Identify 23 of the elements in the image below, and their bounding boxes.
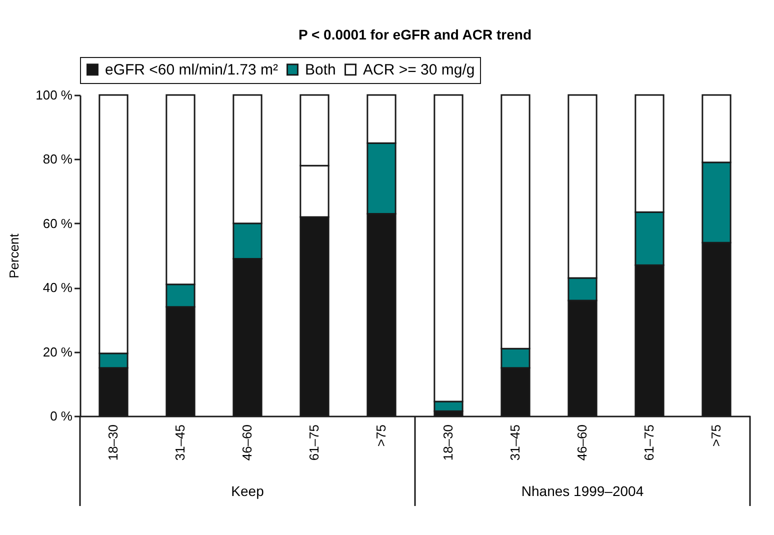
legend-label: eGFR <60 ml/min/1.73 m² xyxy=(105,62,278,79)
legend-label: ACR >= 30 mg/g xyxy=(363,62,475,79)
x-tick-label: 61–75 xyxy=(642,424,656,461)
y-tick-label: 20 % xyxy=(42,344,73,360)
x-tick-label: 46–60 xyxy=(574,424,590,461)
x-tick-label: 18–30 xyxy=(440,424,456,461)
y-tick-label: 60 % xyxy=(42,216,73,231)
x-tick-label: >75 xyxy=(708,424,724,447)
text: Nhanes 1999–2004 xyxy=(521,483,644,499)
x-tick-label: 61–75 xyxy=(306,424,322,461)
x-tick-label: 31–45 xyxy=(508,424,522,461)
legend-label: Both xyxy=(305,62,336,79)
chart-title: P < 0.0001 for eGFR and ACR trend xyxy=(298,26,532,42)
x-tick-label: 18–30 xyxy=(106,424,120,461)
x-tick-label: >75 xyxy=(374,424,388,447)
y-tick-label: 40 % xyxy=(42,280,73,296)
text: Keep xyxy=(231,483,264,499)
x-tick-label: 31–45 xyxy=(172,424,188,461)
y-tick-label: 100 % xyxy=(36,88,73,102)
y-tick-label: 80 % xyxy=(42,152,73,167)
y-axis-title: Percent xyxy=(6,233,22,278)
x-tick-label: 46–60 xyxy=(240,424,254,461)
y-tick-label: 0 % xyxy=(50,408,73,424)
